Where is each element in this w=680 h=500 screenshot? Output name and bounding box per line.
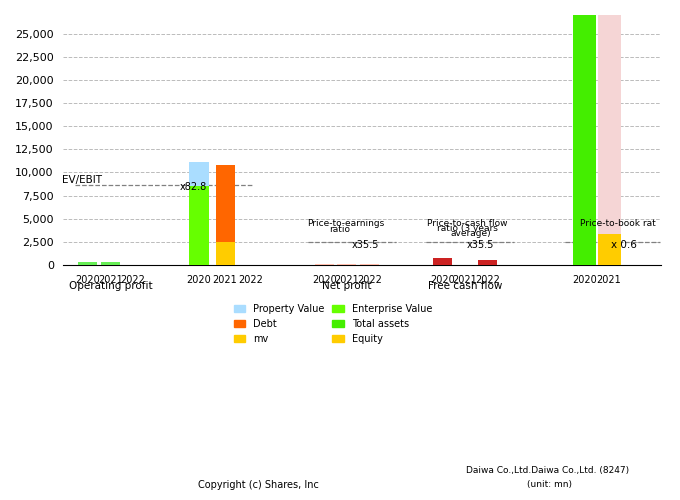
Text: Copyright (c) Shares, Inc: Copyright (c) Shares, Inc bbox=[198, 480, 319, 490]
Text: Free cash flow: Free cash flow bbox=[428, 281, 502, 291]
Bar bbox=[190, 186, 209, 265]
Text: EV/EBIT: EV/EBIT bbox=[62, 175, 102, 185]
Text: x 0.6: x 0.6 bbox=[611, 240, 636, 250]
Bar bbox=[216, 165, 235, 242]
Bar bbox=[573, 10, 596, 265]
Text: Price-to-book rat: Price-to-book rat bbox=[579, 219, 656, 228]
Bar bbox=[478, 260, 497, 265]
Text: Operating profit: Operating profit bbox=[69, 281, 152, 291]
Bar bbox=[360, 264, 379, 265]
Text: average): average) bbox=[451, 230, 492, 238]
Bar bbox=[216, 242, 235, 265]
Text: Daiwa Co.,Ltd.Daiwa Co.,Ltd. (8247): Daiwa Co.,Ltd.Daiwa Co.,Ltd. (8247) bbox=[466, 466, 629, 474]
Legend: Property Value, Debt, mv, Enterprise Value, Total assets, Equity: Property Value, Debt, mv, Enterprise Val… bbox=[230, 300, 436, 348]
Text: Price-to-earnings: Price-to-earnings bbox=[307, 219, 384, 228]
Text: ratio: ratio bbox=[329, 225, 350, 234]
Bar bbox=[337, 264, 356, 265]
Text: ratio (3 years: ratio (3 years bbox=[437, 224, 498, 234]
Text: x35.5: x35.5 bbox=[352, 240, 379, 250]
Bar bbox=[598, 10, 621, 234]
Bar bbox=[190, 162, 209, 186]
Bar bbox=[432, 258, 452, 265]
Bar bbox=[315, 264, 334, 265]
Bar bbox=[101, 262, 120, 265]
Bar bbox=[456, 265, 475, 276]
Text: (unit: mn): (unit: mn) bbox=[527, 480, 572, 490]
Text: x82.8: x82.8 bbox=[180, 182, 207, 192]
Bar bbox=[78, 262, 97, 265]
Text: Price-to-cash flow: Price-to-cash flow bbox=[426, 219, 507, 228]
Bar bbox=[598, 234, 621, 265]
Text: Net profit: Net profit bbox=[322, 281, 371, 291]
Text: x35.5: x35.5 bbox=[466, 240, 494, 250]
